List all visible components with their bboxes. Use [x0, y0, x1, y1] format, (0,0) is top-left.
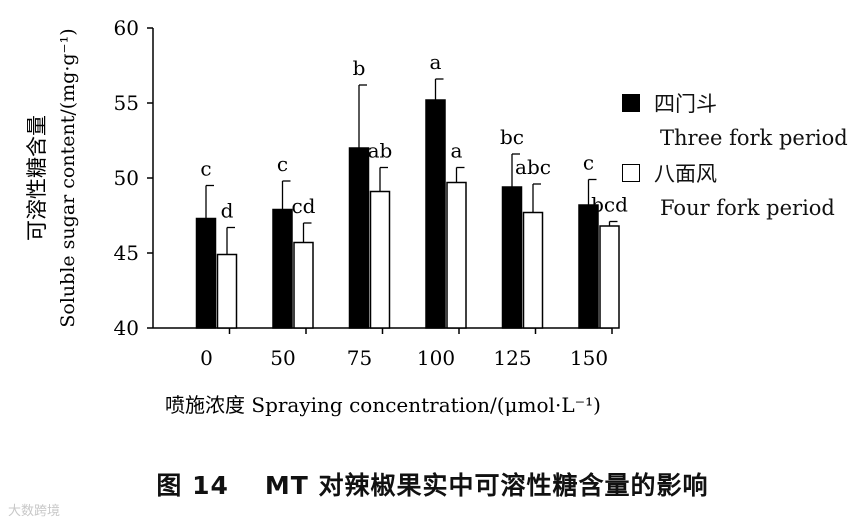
bar [369, 190, 391, 329]
significance-label: bcd [591, 193, 628, 217]
bar [522, 211, 544, 329]
legend-swatch-white [622, 164, 640, 182]
axes: 40 45 50 55 60 0 50 75 100 125 150 [114, 16, 613, 370]
figure-number: 图 14 [156, 471, 229, 500]
x-tick-label: 100 [417, 346, 455, 370]
legend: 四门斗 Three fork period 八面风 Four fork peri… [622, 88, 848, 228]
watermark: 大数跨境 [8, 504, 61, 519]
significance-label: abc [515, 155, 551, 179]
significance-label: c [583, 151, 594, 175]
axis-labels: 可溶性糖含量 Soluble sugar content/(mg·g⁻¹) 喷施… [25, 28, 601, 417]
significance-label: ab [368, 139, 393, 163]
bar [216, 253, 238, 329]
bar [348, 147, 370, 329]
significance-label: bc [500, 125, 524, 149]
significance-label: b [353, 56, 366, 80]
y-tick-label: 55 [114, 91, 139, 115]
legend-swatch-black [622, 94, 640, 112]
bar [195, 217, 217, 329]
significance-label: a [451, 139, 463, 163]
x-axis-label: 喷施浓度 Spraying concentration/(μmol·L⁻¹) [165, 393, 601, 417]
y-axis-label-cn: 可溶性糖含量 [25, 115, 49, 241]
legend-item-series-1: 四门斗 [622, 88, 848, 118]
legend-label-cn: 四门斗 [654, 92, 717, 116]
x-tick-label: 50 [270, 346, 295, 370]
significance-label: d [221, 199, 234, 223]
bar [272, 208, 293, 329]
bar [599, 225, 620, 329]
legend-item-series-2: 八面风 [622, 158, 848, 188]
figure-caption: 图 14 MT 对辣椒果实中可溶性糖含量的影响 [0, 466, 865, 502]
significance-label: a [430, 50, 442, 74]
y-tick-label: 60 [114, 16, 139, 40]
y-tick-label: 40 [114, 316, 139, 340]
y-tick-label: 50 [114, 166, 139, 190]
legend-label-cn: 八面风 [654, 162, 717, 186]
bar [578, 204, 599, 329]
x-tick-label: 150 [570, 346, 608, 370]
bar [293, 241, 314, 329]
y-tick-label: 45 [114, 241, 139, 265]
x-tick-label: 0 [200, 346, 213, 370]
bar [425, 99, 446, 329]
bar [501, 186, 523, 329]
significance-label: cd [291, 194, 315, 218]
legend-label-en: Three fork period [660, 126, 848, 150]
significance-label: c [200, 157, 211, 181]
x-tick-label: 75 [347, 346, 372, 370]
figure-title: MT 对辣椒果实中可溶性糖含量的影响 [264, 471, 709, 500]
bar [446, 181, 467, 329]
legend-label-en: Four fork period [660, 196, 835, 220]
significance-label: c [277, 152, 288, 176]
y-axis-label-en: Soluble sugar content/(mg·g⁻¹) [57, 28, 79, 327]
x-tick-label: 125 [493, 346, 531, 370]
